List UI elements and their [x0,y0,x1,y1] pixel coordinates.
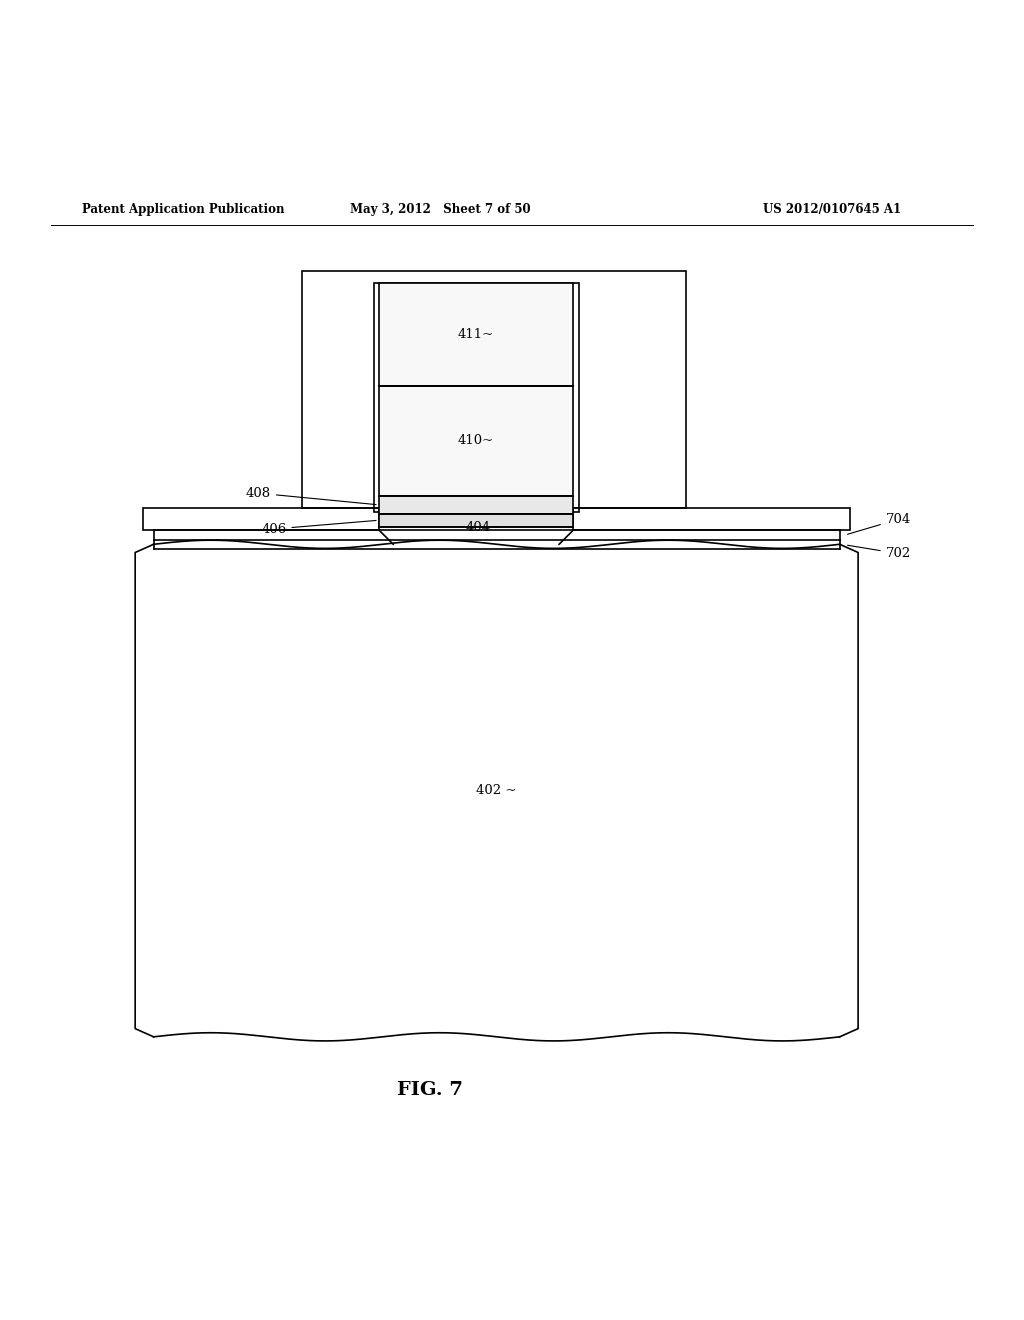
Text: 704: 704 [848,512,911,535]
Text: 702: 702 [848,545,911,560]
Bar [374,284,579,512]
Bar [379,496,573,513]
Text: 411~: 411~ [458,327,495,341]
Bar [379,385,573,496]
Text: US 2012/0107645 A1: US 2012/0107645 A1 [763,203,901,216]
Text: 406: 406 [261,520,376,536]
Text: Patent Application Publication: Patent Application Publication [82,203,285,216]
Bar [143,508,379,529]
Text: 402 ~: 402 ~ [476,784,517,797]
Text: May 3, 2012   Sheet 7 of 50: May 3, 2012 Sheet 7 of 50 [350,203,530,216]
Text: 404~: 404~ [466,521,502,535]
Bar [302,271,686,508]
Text: FIG. 7: FIG. 7 [397,1081,463,1100]
Bar [573,508,850,529]
Text: 408: 408 [246,487,376,504]
Bar [379,284,573,385]
Text: 410~: 410~ [458,434,495,447]
Bar [379,513,573,527]
